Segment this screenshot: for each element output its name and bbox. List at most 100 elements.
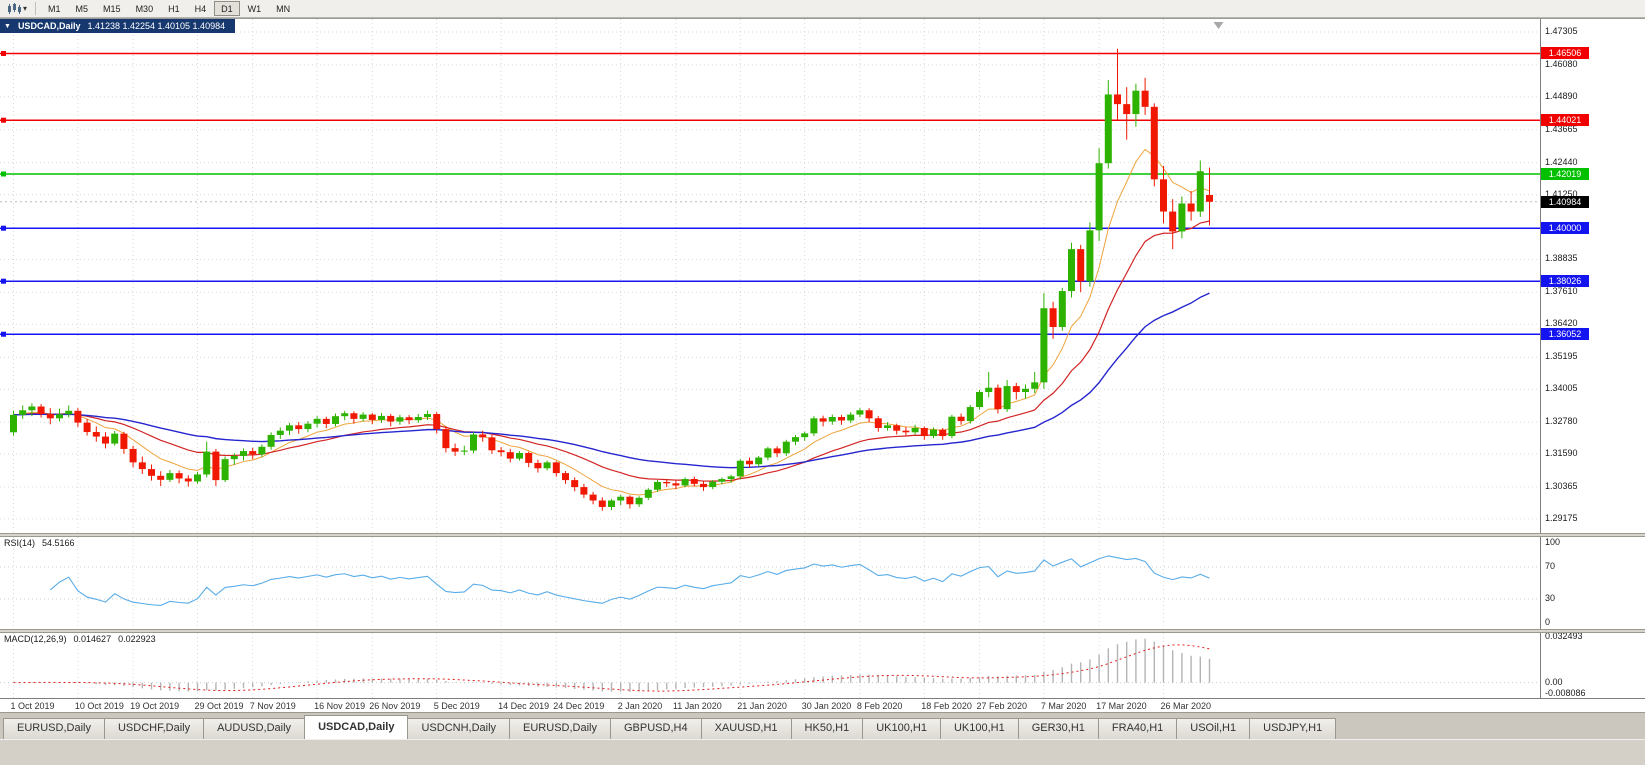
chevron-down-icon: ▾: [23, 3, 28, 13]
rsi-panel: RSI(14) 54.5166 100 70 30 0: [0, 537, 1645, 629]
chart-tabs-bar: EURUSD,Daily USDCHF,Daily AUDUSD,Daily USDC…: [0, 712, 1645, 739]
macd-axis[interactable]: 0.032493 0.00 -0.008086: [1540, 633, 1645, 698]
price-axis-label: 1.35195: [1545, 351, 1578, 362]
timeframe-buttons: M1 M5 M15 M30 H1 H4 D1 W1 MN: [41, 1, 298, 16]
price-chart-canvas[interactable]: [0, 19, 1540, 533]
timeframe-toolbar: ▾ M1 M5 M15 M30 H1 H4 D1 W1 MN: [0, 0, 1645, 18]
rsi-label: RSI(14) 54.5166: [4, 538, 75, 548]
chart-tab-fra40-h1[interactable]: FRA40,H1: [1097, 718, 1178, 739]
macd-indicator-canvas[interactable]: [0, 633, 1540, 698]
date-axis-label: 10 Oct 2019: [74, 701, 124, 711]
price-axis-label: 1.36420: [1545, 318, 1578, 329]
price-level-badge: 1.46506: [1541, 47, 1589, 60]
status-bar: [0, 739, 1645, 765]
timeframe-button-d1[interactable]: D1: [214, 1, 240, 16]
chart-tab-audusd-daily[interactable]: AUDUSD,Daily: [203, 718, 306, 739]
macd-signal-value: 0.022923: [118, 634, 156, 644]
price-panel: ▼ USDCAD,Daily 1.41238 1.42254 1.40105 1…: [0, 19, 1645, 533]
rsi-axis-label: 30: [1545, 593, 1556, 603]
price-axis-label: 1.29175: [1545, 512, 1578, 523]
macd-panel: MACD(12,26,9) 0.014627 0.022923 0.032493…: [0, 633, 1645, 698]
price-axis-label: 1.38835: [1545, 253, 1578, 264]
macd-indicator-name: MACD(12,26,9): [4, 634, 67, 644]
chart-tab-hk50-h1[interactable]: HK50,H1: [790, 718, 864, 739]
date-axis[interactable]: 1 Oct 2019 10 Oct 2019 19 Oct 2019 29 Oct 2…: [0, 698, 1645, 712]
macd-label: MACD(12,26,9) 0.014627 0.022923: [4, 634, 156, 644]
rsi-axis-label: 0: [1545, 617, 1551, 627]
date-axis-label: 30 Jan 2020: [801, 701, 852, 711]
macd-axis-label: 0.032493: [1545, 633, 1583, 642]
price-axis-label: 1.30365: [1545, 480, 1578, 491]
date-axis-label: 29 Oct 2019: [194, 701, 244, 711]
timeframe-button-m1[interactable]: M1: [48, 4, 61, 14]
date-axis-label: 5 Dec 2019: [433, 701, 480, 711]
toolbar-separator: [35, 2, 37, 15]
candlestick-chart-icon: [8, 2, 21, 14]
price-level-badge: 1.40000: [1541, 222, 1589, 235]
date-axis-label: 7 Mar 2020: [1040, 701, 1087, 711]
price-level-badge: 1.42019: [1541, 167, 1589, 180]
timeframe-button-h1[interactable]: H1: [168, 4, 180, 14]
price-axis-label: 1.34005: [1545, 383, 1578, 394]
rsi-indicator-canvas[interactable]: [0, 537, 1540, 629]
chart-tab-uk100-h1[interactable]: UK100,H1: [862, 718, 941, 739]
date-axis-label: 26 Nov 2019: [369, 701, 421, 711]
date-axis-label: 17 Mar 2020: [1096, 701, 1147, 711]
macd-main-value: 0.014627: [73, 634, 112, 644]
price-axis-label: 1.43665: [1545, 123, 1578, 134]
price-axis-label: 1.37610: [1545, 286, 1578, 297]
date-axis-label: 2 Jan 2020: [617, 701, 663, 711]
chart-title-bar: ▼ USDCAD,Daily 1.41238 1.42254 1.40105 1…: [0, 19, 236, 33]
date-axis-label: 1 Oct 2019: [10, 701, 55, 711]
price-axis-label: 1.46080: [1545, 58, 1578, 69]
price-level-badge: 1.44021: [1541, 114, 1589, 127]
date-axis-label: 21 Jan 2020: [737, 701, 787, 711]
chart-tab-xauusd-h1[interactable]: XAUUSD,H1: [700, 718, 792, 739]
chart-symbol-title: USDCAD,Daily: [17, 21, 81, 31]
date-axis-label: 27 Feb 2020: [976, 701, 1028, 711]
price-level-badge: 1.38026: [1541, 275, 1589, 288]
chart-ohlc-values: 1.41238 1.42254 1.40105 1.40984: [87, 21, 226, 31]
date-axis-label: 8 Feb 2020: [856, 701, 903, 711]
date-axis-label: 11 Jan 2020: [672, 701, 722, 711]
chart-tab-eurusd-daily[interactable]: EURUSD,Daily: [509, 718, 611, 739]
chart-tab-eurusd-daily[interactable]: EURUSD,Daily: [3, 718, 105, 739]
rsi-axis[interactable]: 100 70 30 0: [1540, 537, 1645, 629]
timeframe-button-m5[interactable]: M5: [75, 4, 89, 14]
date-axis-label: 7 Nov 2019: [249, 701, 296, 711]
current-price-badge: 1.40984: [1541, 195, 1589, 208]
date-axis-label: 26 Mar 2020: [1160, 701, 1212, 711]
macd-axis-label: -0.008086: [1545, 688, 1586, 698]
rsi-axis-label: 70: [1545, 561, 1556, 571]
chart-tab-ger30-h1[interactable]: GER30,H1: [1017, 718, 1099, 739]
chart-tab-usoil-h1[interactable]: USOil,H1: [1176, 718, 1251, 739]
date-axis-label: 18 Feb 2020: [921, 701, 972, 711]
price-axis-label: 1.31590: [1545, 448, 1578, 459]
timeframe-button-m30[interactable]: M30: [135, 4, 154, 14]
chart-tab-usdcad-daily[interactable]: USDCAD,Daily: [304, 715, 409, 739]
dropdown-arrow-icon[interactable]: ▼: [4, 22, 11, 30]
chart-tab-usdjpy-h1[interactable]: USDJPY,H1: [1249, 718, 1337, 739]
chart-tab-usdchf-daily[interactable]: USDCHF,Daily: [103, 718, 205, 739]
panel-divider[interactable]: [0, 533, 1645, 537]
chart-tab-uk100-h1[interactable]: UK100,H1: [939, 718, 1019, 739]
macd-axis-label: 0.00: [1545, 676, 1563, 687]
timeframe-button-w1[interactable]: W1: [247, 4, 262, 14]
chart-tab-gbpusd-h4[interactable]: GBPUSD,H4: [610, 718, 702, 739]
price-axis-label: 1.44890: [1545, 90, 1578, 101]
rsi-axis-label: 100: [1545, 537, 1561, 547]
date-axis-label: 19 Oct 2019: [130, 701, 180, 711]
price-axis-label: 1.41250: [1545, 188, 1578, 199]
rsi-indicator-name: RSI(14): [4, 538, 36, 548]
timeframe-button-m15[interactable]: M15: [103, 4, 121, 14]
timeframe-button-mn[interactable]: MN: [276, 4, 291, 14]
price-axis-label: 1.32780: [1545, 416, 1578, 427]
price-axis[interactable]: 1.47305 1.46080 1.44890 1.43665 1.42440 1.412…: [1540, 19, 1645, 533]
rsi-indicator-value: 54.5166: [42, 538, 75, 548]
panel-divider[interactable]: [0, 629, 1645, 633]
date-axis-label: 24 Dec 2019: [553, 701, 605, 711]
timeframe-button-h4[interactable]: H4: [194, 4, 207, 14]
chart-tab-usdcnh-daily[interactable]: USDCNH,Daily: [407, 718, 511, 739]
chart-type-button[interactable]: ▾: [4, 1, 30, 17]
